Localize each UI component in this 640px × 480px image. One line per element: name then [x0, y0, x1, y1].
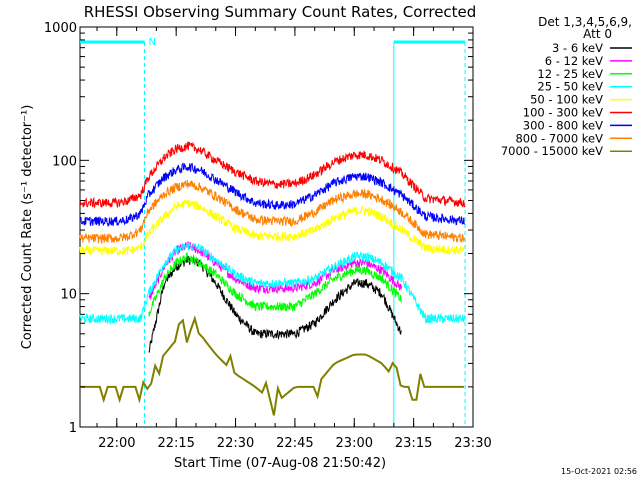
legend-label: 12 - 25 keV [537, 67, 603, 81]
y-tick-label: 10 [60, 288, 77, 303]
series-line-12-25-kev [148, 252, 402, 317]
y-tick-label: 1 [69, 421, 77, 436]
series-line-300-800-kev [79, 162, 465, 228]
x-tick-label: 23:15 [395, 436, 432, 451]
chart-title: RHESSI Observing Summary Count Rates, Co… [84, 3, 477, 21]
x-tick-label: 22:45 [276, 436, 313, 451]
y-tick-label: 100 [52, 154, 77, 169]
legend-label: 25 - 50 keV [537, 80, 603, 94]
legend-label: 7000 - 15000 keV [501, 144, 603, 158]
legend-header-line-1: Det 1,3,4,5,6,9, [538, 15, 632, 29]
series-line-7000-15000-kev [80, 315, 464, 416]
legend-header-line-2: Att 0 [583, 27, 612, 41]
x-tick-label: 22:30 [217, 436, 254, 451]
legend-label: 800 - 7000 keV [515, 131, 603, 145]
y-tick-label: 1000 [44, 21, 77, 36]
series-line-50-100-kev [79, 199, 466, 256]
x-tick-label: 22:00 [98, 436, 135, 451]
legend-label: 50 - 100 keV [530, 93, 603, 107]
legend-label: 6 - 12 keV [545, 54, 603, 68]
timestamp: 15-Oct-2021 02:56 [561, 467, 637, 476]
legend-label: 3 - 6 keV [552, 41, 603, 55]
series-line-800-7000-kev [79, 179, 465, 244]
series-line-3-6-kev [148, 255, 402, 353]
y-axis-label: Corrected Count Rate (s⁻¹ detector⁻¹) [20, 105, 35, 350]
x-tick-label: 23:30 [454, 436, 491, 451]
plot-frame [79, 26, 474, 428]
x-tick-label: 22:15 [157, 436, 194, 451]
x-tick-label: 23:00 [336, 436, 373, 451]
x-axis-label: Start Time (07-Aug-08 21:50:42) [174, 456, 386, 471]
legend-label: 100 - 300 keV [523, 106, 603, 120]
series-line-25-50-kev [79, 240, 466, 326]
axis-layer: 1 10 100 1000 22:00 22:15 22:30 22:45 23:00 23:15… [44, 21, 492, 451]
series-layer [79, 141, 466, 416]
series-line-100-300-kev [79, 141, 466, 209]
legend-label: 300 - 800 keV [523, 118, 603, 132]
flag-layer: N [80, 37, 466, 427]
annotation-label: N [149, 37, 156, 48]
